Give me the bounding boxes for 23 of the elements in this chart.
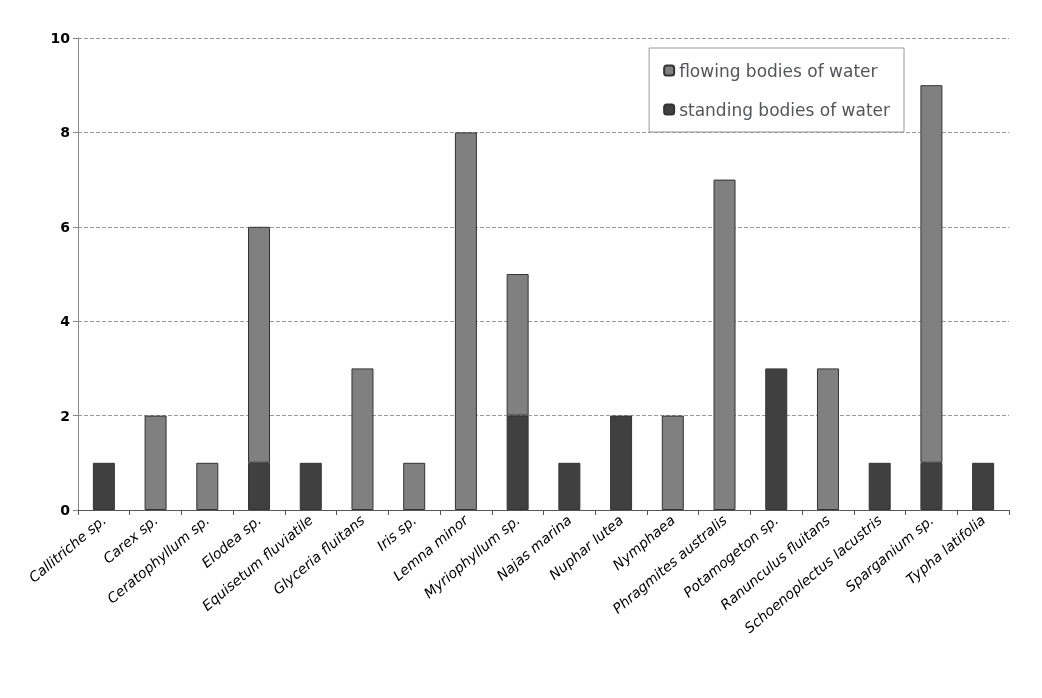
bar — [972, 462, 995, 510]
bar — [196, 462, 219, 510]
bar — [868, 462, 891, 510]
bar — [144, 415, 167, 510]
bar — [610, 415, 633, 510]
bar — [661, 415, 684, 510]
bar — [454, 132, 477, 510]
y-tick-label: 4 — [60, 313, 71, 330]
bar — [765, 368, 788, 510]
y-tick-label: 2 — [60, 407, 70, 424]
y-tick-label: 10 — [50, 30, 71, 46]
y-tick-label: 6 — [60, 218, 70, 235]
bar — [816, 368, 839, 510]
bar — [713, 179, 736, 510]
bar — [558, 462, 581, 510]
legend-label: standing bodies of water — [679, 99, 891, 120]
y-tick-label: 8 — [60, 124, 70, 141]
bar — [403, 462, 426, 510]
bar — [92, 462, 115, 510]
legend-label: flowing bodies of water — [679, 60, 878, 81]
bar — [299, 462, 322, 510]
bar — [351, 368, 374, 510]
y-tick-label: 0 — [60, 502, 71, 518]
